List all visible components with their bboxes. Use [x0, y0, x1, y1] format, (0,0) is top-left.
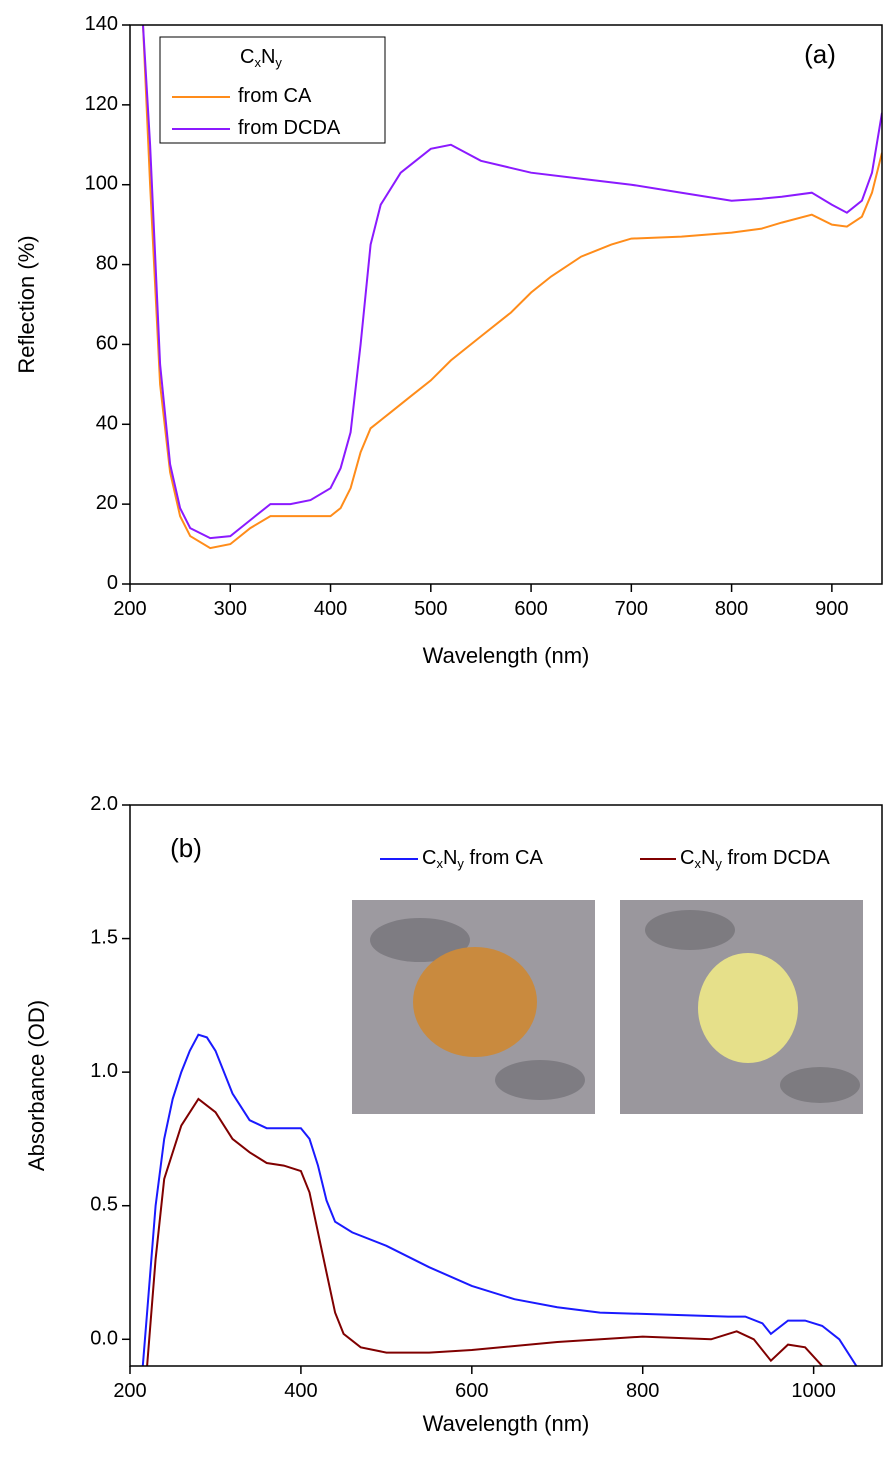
y-axis-label: Reflection (%)	[14, 235, 39, 373]
y-tick-label: 0.0	[90, 1328, 118, 1350]
photo-ca	[352, 900, 595, 1114]
series-line	[142, 25, 882, 540]
x-tick-label: 600	[455, 1380, 488, 1402]
x-tick-label: 800	[626, 1380, 659, 1402]
annotation: (b)	[170, 833, 202, 863]
y-axis-label: Absorbance (OD)	[24, 1000, 49, 1171]
plot-frame	[129, 804, 883, 1367]
y-tick-label: 100	[85, 173, 118, 195]
y-tick-label: 2.0	[90, 793, 118, 815]
y-tick-label: 1.5	[90, 927, 118, 949]
x-tick-label: 1000	[791, 1380, 836, 1402]
x-tick-label: 800	[715, 598, 748, 620]
x-tick-label: 400	[314, 598, 347, 620]
series-line	[146, 1097, 823, 1366]
y-tick-label: 60	[96, 333, 118, 355]
legend-box	[159, 36, 386, 144]
x-tick-label: 300	[214, 598, 247, 620]
legend-label: CxNy from CA	[422, 847, 543, 871]
x-axis-label: Wavelength (nm)	[423, 643, 590, 668]
y-tick-label: 120	[85, 93, 118, 115]
legend-label: from DCDA	[238, 117, 341, 139]
legend-title: CxNy	[240, 46, 282, 70]
x-tick-label: 400	[284, 1380, 317, 1402]
plot-frame	[129, 24, 883, 585]
x-tick-label: 500	[414, 598, 447, 620]
series-line	[141, 1033, 858, 1366]
x-tick-label: 600	[514, 598, 547, 620]
legend-label: CxNy from DCDA	[680, 847, 830, 871]
photo-dcda	[620, 900, 863, 1114]
plot	[142, 25, 882, 550]
annotation: (a)	[804, 39, 836, 69]
y-tick-label: 40	[96, 413, 118, 435]
y-tick-label: 0.5	[90, 1194, 118, 1216]
legend-label: from CA	[238, 85, 312, 107]
series-line	[142, 25, 882, 550]
y-tick-label: 20	[96, 492, 118, 514]
y-tick-label: 1.0	[90, 1060, 118, 1082]
plot	[141, 1033, 858, 1366]
y-tick-label: 80	[96, 253, 118, 275]
x-axis-label: Wavelength (nm)	[423, 1411, 590, 1436]
x-tick-label: 700	[615, 598, 648, 620]
x-tick-label: 200	[113, 598, 146, 620]
y-tick-label: 140	[85, 13, 118, 35]
x-tick-label: 200	[113, 1380, 146, 1402]
x-tick-label: 900	[815, 598, 848, 620]
y-tick-label: 0	[107, 572, 118, 594]
